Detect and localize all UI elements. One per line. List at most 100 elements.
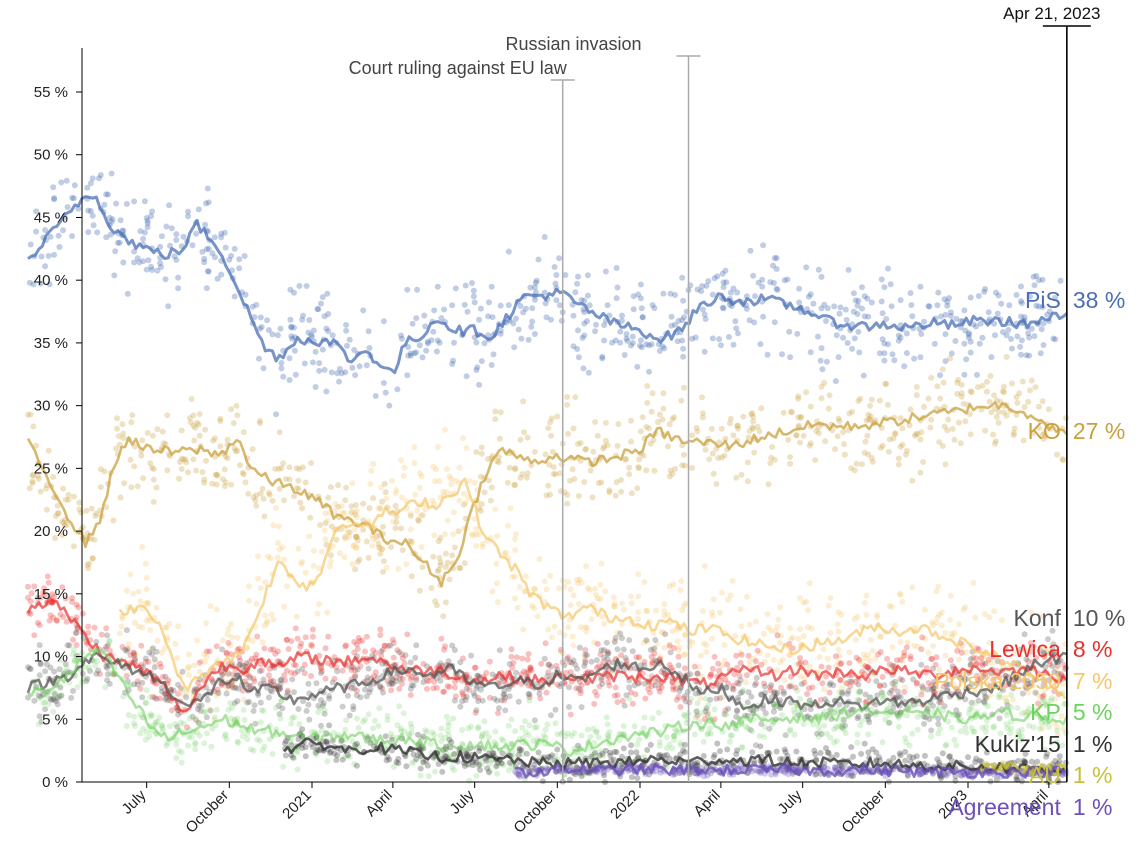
poll-dot <box>494 458 501 465</box>
poll-dot <box>407 526 414 533</box>
poll-dot <box>172 721 179 728</box>
poll-dot <box>967 349 974 356</box>
poll-dot <box>225 639 232 646</box>
poll-dot <box>846 410 853 417</box>
poll-dot <box>606 489 613 496</box>
poll-dot <box>389 518 396 525</box>
poll-dot <box>717 748 723 755</box>
poll-dot <box>951 436 958 443</box>
poll-dot <box>788 636 794 643</box>
poll-dot <box>947 657 954 664</box>
poll-dot <box>457 659 464 666</box>
poll-dot <box>599 355 606 362</box>
poll-dot <box>175 690 182 697</box>
poll-dot <box>103 234 110 241</box>
poll-dot <box>641 714 648 721</box>
poll-dot <box>1025 398 1032 405</box>
poll-dot <box>484 765 491 772</box>
poll-dot <box>350 543 357 550</box>
poll-dot <box>622 655 629 661</box>
poll-dot <box>65 491 72 498</box>
poll-dot <box>147 460 154 467</box>
poll-dot <box>886 436 893 443</box>
poll-dot <box>888 687 895 694</box>
poll-dot <box>281 497 288 504</box>
poll-dot <box>715 660 722 667</box>
poll-dot <box>614 284 621 291</box>
poll-dot <box>62 496 69 503</box>
poll-dot <box>824 305 831 312</box>
poll-dot <box>770 708 777 715</box>
poll-dot <box>854 613 861 620</box>
poll-dot <box>621 702 628 709</box>
poll-dot <box>231 445 238 452</box>
poll-dot <box>258 707 265 714</box>
poll-dot <box>866 719 873 726</box>
poll-dot <box>604 442 611 449</box>
poll-dot <box>495 459 502 466</box>
poll-dot <box>308 673 315 679</box>
poll-dot <box>1044 311 1051 318</box>
poll-dot <box>1052 294 1059 301</box>
poll-dot <box>436 339 443 346</box>
poll-dot <box>647 741 654 748</box>
poll-dot <box>617 339 624 346</box>
poll-dot <box>69 233 76 240</box>
poll-dot <box>464 751 471 758</box>
poll-dot <box>203 620 209 627</box>
poll-dot <box>295 736 302 743</box>
poll-dot <box>119 615 126 622</box>
poll-dot <box>681 602 687 609</box>
poll-dot <box>986 398 993 405</box>
poll-dot <box>106 638 113 644</box>
poll-dot <box>46 281 53 288</box>
poll-dot <box>228 252 235 259</box>
poll-dot <box>54 502 61 509</box>
poll-dot <box>299 316 306 323</box>
poll-dot <box>764 351 771 358</box>
poll-dot <box>787 625 794 632</box>
poll-dot <box>727 415 734 422</box>
poll-dot <box>679 317 686 324</box>
poll-dot <box>114 239 121 246</box>
poll-dot <box>1027 648 1034 655</box>
poll-dot <box>158 264 164 270</box>
poll-dot <box>634 741 641 748</box>
poll-dot <box>256 325 263 332</box>
poll-dot <box>883 381 890 388</box>
poll-dot <box>977 676 984 682</box>
poll-dot <box>143 215 150 221</box>
poll-dot <box>411 350 418 357</box>
poll-dot <box>353 715 360 722</box>
poll-dot <box>673 696 680 703</box>
poll-dot <box>611 639 618 645</box>
poll-dot <box>544 721 551 728</box>
poll-dot <box>930 642 936 649</box>
poll-dot <box>253 301 260 308</box>
poll-dot <box>850 753 856 760</box>
poll-dot <box>407 676 414 683</box>
poll-dot <box>681 711 687 718</box>
poll-dot <box>650 437 657 444</box>
poll-dot <box>855 398 862 404</box>
poll-dot <box>323 541 330 548</box>
poll-dot <box>575 441 581 447</box>
poll-dot <box>519 655 526 662</box>
poll-dot <box>635 593 642 600</box>
poll-dot <box>570 592 577 599</box>
poll-dot <box>354 666 361 673</box>
poll-dot <box>363 633 370 640</box>
poll-dot <box>678 397 685 404</box>
poll-dot <box>44 573 51 580</box>
poll-dot <box>506 464 513 471</box>
poll-dot <box>547 572 554 579</box>
poll-dot <box>1054 675 1061 681</box>
poll-dot <box>208 743 215 750</box>
poll-dot <box>611 637 618 644</box>
poll-dot <box>489 314 496 321</box>
poll-dot <box>299 745 306 751</box>
poll-dot <box>229 684 235 691</box>
poll-dot <box>308 641 315 648</box>
poll-dot <box>135 623 142 630</box>
poll-dot <box>149 267 155 273</box>
